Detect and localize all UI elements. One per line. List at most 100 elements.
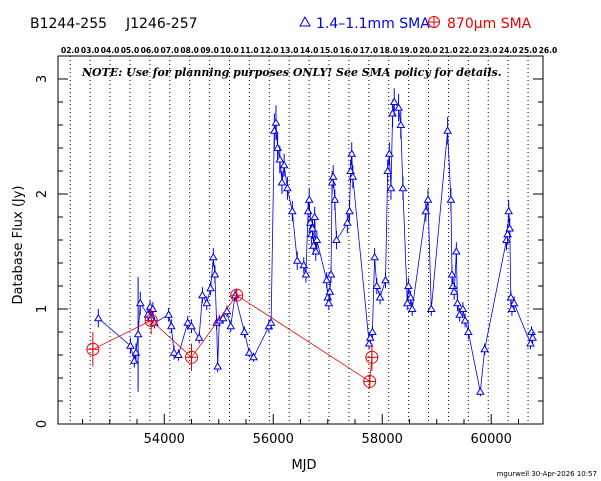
- series-870um: [86, 288, 379, 389]
- legend-circle-plus-icon: [428, 16, 440, 28]
- data-point: [218, 313, 228, 322]
- data-point: [202, 298, 212, 307]
- data-point: [307, 229, 316, 238]
- data-point: [381, 275, 390, 284]
- y-tick-label: 0: [35, 420, 50, 428]
- top-year-label: 16.0: [340, 46, 359, 55]
- data-point: [185, 350, 199, 364]
- data-point: [328, 172, 338, 180]
- data-series: [86, 88, 538, 397]
- y-tick-label: 2: [35, 190, 50, 198]
- data-point: [345, 206, 354, 215]
- top-year-label: 17.0: [360, 46, 379, 55]
- data-point: [93, 313, 103, 322]
- data-point: [208, 252, 218, 261]
- top-year-label: 13.0: [280, 46, 299, 55]
- data-point: [226, 321, 236, 330]
- data-point: [277, 178, 287, 186]
- data-point: [506, 293, 516, 301]
- data-point: [326, 270, 336, 278]
- data-point: [451, 247, 461, 255]
- top-year-label: 12.0: [260, 46, 279, 55]
- data-point: [406, 293, 415, 301]
- chart-header: B1244-255 J1246-257 1.4–1.1mm SMA 870μm …: [30, 15, 532, 32]
- top-year-label: 10.0: [220, 46, 239, 55]
- top-year-label: 05.0: [121, 46, 140, 55]
- top-year-label: 02.0: [61, 46, 80, 55]
- data-point: [187, 321, 196, 330]
- data-point: [169, 348, 179, 356]
- data-point: [194, 333, 204, 341]
- top-year-label: 11.0: [240, 46, 259, 55]
- data-point: [308, 224, 317, 232]
- data-point: [126, 341, 135, 349]
- top-year-label: 25.0: [519, 46, 538, 55]
- series-line: [92, 294, 373, 383]
- footer-credit: mgurwell 30-Apr-2026 10:57: [497, 470, 597, 478]
- data-point: [301, 270, 311, 278]
- data-point: [407, 304, 417, 312]
- series-1p3mm: [93, 88, 538, 397]
- data-point: [453, 298, 462, 307]
- top-year-label: 26.0: [539, 46, 558, 55]
- top-year-label: 18.0: [379, 46, 398, 55]
- top-year-label: 08.0: [180, 46, 199, 55]
- data-point: [443, 126, 453, 134]
- y-tick-label: 1: [35, 305, 50, 313]
- axis-ticks: [58, 55, 543, 425]
- x-tick-label: 56000: [253, 432, 294, 447]
- data-point: [365, 350, 379, 364]
- top-year-label: 06.0: [141, 46, 160, 55]
- data-point: [426, 304, 436, 312]
- data-point: [311, 247, 321, 255]
- x-axis-label: MJD: [291, 458, 316, 473]
- data-point: [166, 321, 176, 330]
- plot-frame: [57, 55, 544, 425]
- data-point: [502, 235, 511, 243]
- data-point: [342, 218, 352, 226]
- data-point: [324, 298, 334, 307]
- data-point: [304, 195, 314, 203]
- top-year-label: 23.0: [479, 46, 498, 55]
- x-tick-label: 54000: [144, 432, 185, 447]
- data-point: [325, 287, 335, 295]
- data-point: [446, 195, 456, 203]
- data-point: [509, 298, 519, 307]
- top-year-label: 19.0: [399, 46, 418, 55]
- y-axis-label: Database Flux (Jy): [11, 186, 26, 305]
- y-tick-label: 3: [35, 75, 50, 83]
- data-point: [388, 109, 397, 117]
- data-point: [394, 103, 403, 111]
- top-year-label: 15.0: [320, 46, 339, 55]
- data-point: [384, 149, 394, 157]
- data-point: [240, 327, 249, 335]
- data-point: [460, 316, 470, 324]
- data-point: [402, 298, 412, 307]
- data-point: [174, 350, 183, 358]
- y-tick-labels: 0 1 2 3: [35, 75, 50, 428]
- source-name-primary: B1244-255: [30, 16, 107, 32]
- data-point: [279, 160, 289, 169]
- data-point: [310, 212, 320, 220]
- top-year-label: 07.0: [161, 46, 180, 55]
- data-point: [475, 387, 485, 395]
- year-grid: [69, 56, 529, 424]
- data-point: [249, 352, 259, 361]
- x-tick-labels: 54000 56000 58000 60000: [144, 432, 512, 447]
- legend-red-label: 870μm SMA: [447, 16, 532, 32]
- data-point: [364, 339, 374, 347]
- data-point: [198, 290, 207, 299]
- data-point: [458, 304, 468, 312]
- data-point: [455, 310, 464, 318]
- data-point: [206, 283, 215, 292]
- data-point: [347, 149, 357, 157]
- data-point: [135, 298, 145, 307]
- data-point: [348, 172, 358, 180]
- data-point: [504, 206, 514, 215]
- data-point: [463, 327, 473, 335]
- data-point: [266, 318, 276, 326]
- data-point: [271, 118, 281, 126]
- data-point: [129, 356, 139, 364]
- data-point: [275, 155, 285, 163]
- data-point: [505, 224, 515, 232]
